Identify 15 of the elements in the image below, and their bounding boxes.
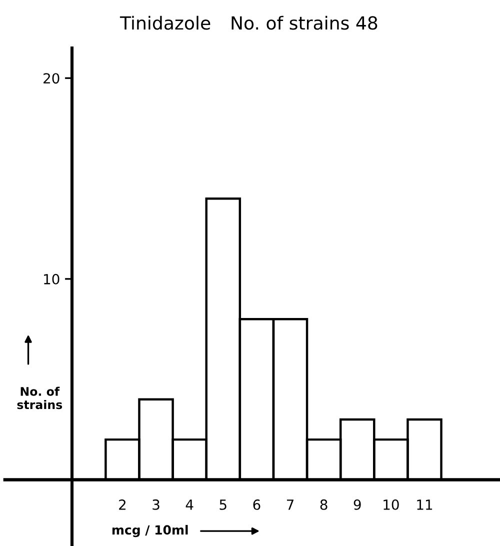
x-tick-label: 6 bbox=[253, 499, 260, 510]
chart-title: Tinidazole bbox=[120, 16, 210, 30]
x-axis-title: mcg / 10ml bbox=[112, 524, 188, 538]
x-tick-label: 10 bbox=[384, 499, 399, 510]
chart-subtitle: No. of strains 48 bbox=[232, 16, 378, 30]
y-axis-title: No. of strains bbox=[17, 386, 62, 410]
x-tick-label: 2 bbox=[119, 499, 126, 510]
x-tick-label: 8 bbox=[320, 499, 328, 510]
x-tick-label: 3 bbox=[152, 499, 160, 510]
y-tick-label: 20 bbox=[44, 73, 60, 84]
x-tick-label: 5 bbox=[220, 500, 226, 510]
x-tick-label: 4 bbox=[186, 500, 194, 510]
x-tick-label: 11 bbox=[417, 500, 432, 510]
x-tick-label: 9 bbox=[354, 499, 361, 510]
x-tick-label: 7 bbox=[286, 500, 294, 510]
